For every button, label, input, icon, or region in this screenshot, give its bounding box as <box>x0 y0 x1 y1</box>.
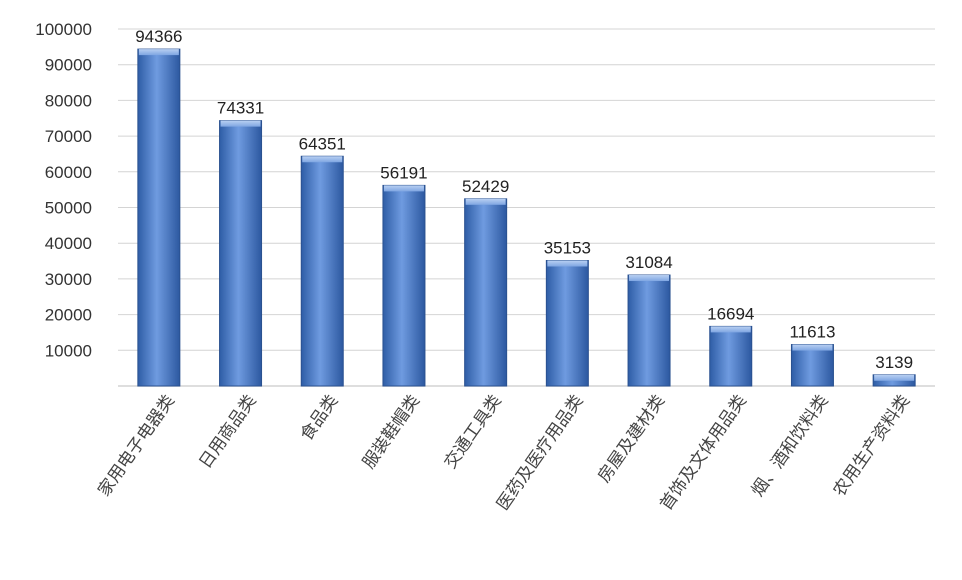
bar-group <box>545 260 589 387</box>
bar <box>709 325 753 387</box>
bar-cap <box>138 49 179 56</box>
x-tick-label: 日用商品类 <box>196 391 261 472</box>
x-tick-label: 交通工具类 <box>441 391 506 472</box>
x-tick-label: 食品类 <box>297 391 343 444</box>
x-tick-label: 服装鞋帽类 <box>359 391 424 472</box>
x-tick-label: 烟、酒和饮料类 <box>748 391 833 500</box>
data-label: 11613 <box>789 323 835 342</box>
data-label: 94366 <box>135 27 182 46</box>
data-labels: 94366 74331 64351 56191 52429 35153 31084 16694… <box>135 27 913 372</box>
x-tick-label: 医药及医疗用品类 <box>493 391 587 514</box>
x-tick-label: 房屋及建材类 <box>594 391 669 486</box>
bar <box>137 48 181 387</box>
bar-cap <box>710 326 751 333</box>
bar-cap <box>874 374 915 381</box>
x-tick-label: 首饰及文体用品类 <box>656 391 750 514</box>
bar-group <box>382 184 426 387</box>
bar <box>464 198 508 387</box>
bar <box>300 155 344 387</box>
y-tick-label: 60000 <box>45 163 92 182</box>
bar-group <box>709 325 753 387</box>
bars <box>137 48 916 387</box>
y-tick-label: 50000 <box>45 199 92 218</box>
x-tick-label: 家用电子电器类 <box>94 391 179 500</box>
bar-group <box>219 120 263 387</box>
bar-cap <box>220 120 261 127</box>
y-tick-label: 30000 <box>45 270 92 289</box>
data-label: 52429 <box>462 177 509 196</box>
bar-cap <box>465 198 506 205</box>
bar-cap <box>547 260 588 267</box>
y-tick-label: 70000 <box>45 127 92 146</box>
bar-cap <box>792 344 833 351</box>
x-tick-label: 农用生产资料类 <box>830 391 915 500</box>
bar-cap <box>302 156 343 163</box>
y-tick-label: 40000 <box>45 234 92 253</box>
bar-group <box>627 274 671 387</box>
y-tick-label: 90000 <box>45 56 92 75</box>
y-tick-label: 20000 <box>45 306 92 325</box>
bar <box>382 184 426 387</box>
bar <box>790 344 834 387</box>
bar-cap <box>629 275 670 282</box>
data-label: 16694 <box>707 304 754 323</box>
bar-group <box>137 48 181 387</box>
data-label: 31084 <box>625 253 672 272</box>
y-tick-label: 10000 <box>45 341 92 360</box>
data-label: 56191 <box>380 163 427 182</box>
bar-group <box>464 198 508 387</box>
bar-cap <box>383 185 424 192</box>
bar <box>545 260 589 387</box>
bar <box>219 120 263 387</box>
y-tick-label: 80000 <box>45 91 92 110</box>
y-axis-ticks: 10000 20000 30000 40000 50000 60000 70000 80000… <box>35 20 92 360</box>
bar <box>627 274 671 387</box>
data-label: 74331 <box>217 99 264 118</box>
data-label: 64351 <box>299 134 346 153</box>
data-label: 35153 <box>544 239 591 258</box>
bar-group <box>300 155 344 387</box>
data-label: 3139 <box>875 353 913 372</box>
bar-group <box>872 374 916 387</box>
y-tick-label: 100000 <box>35 20 92 39</box>
bar-group <box>790 344 834 387</box>
